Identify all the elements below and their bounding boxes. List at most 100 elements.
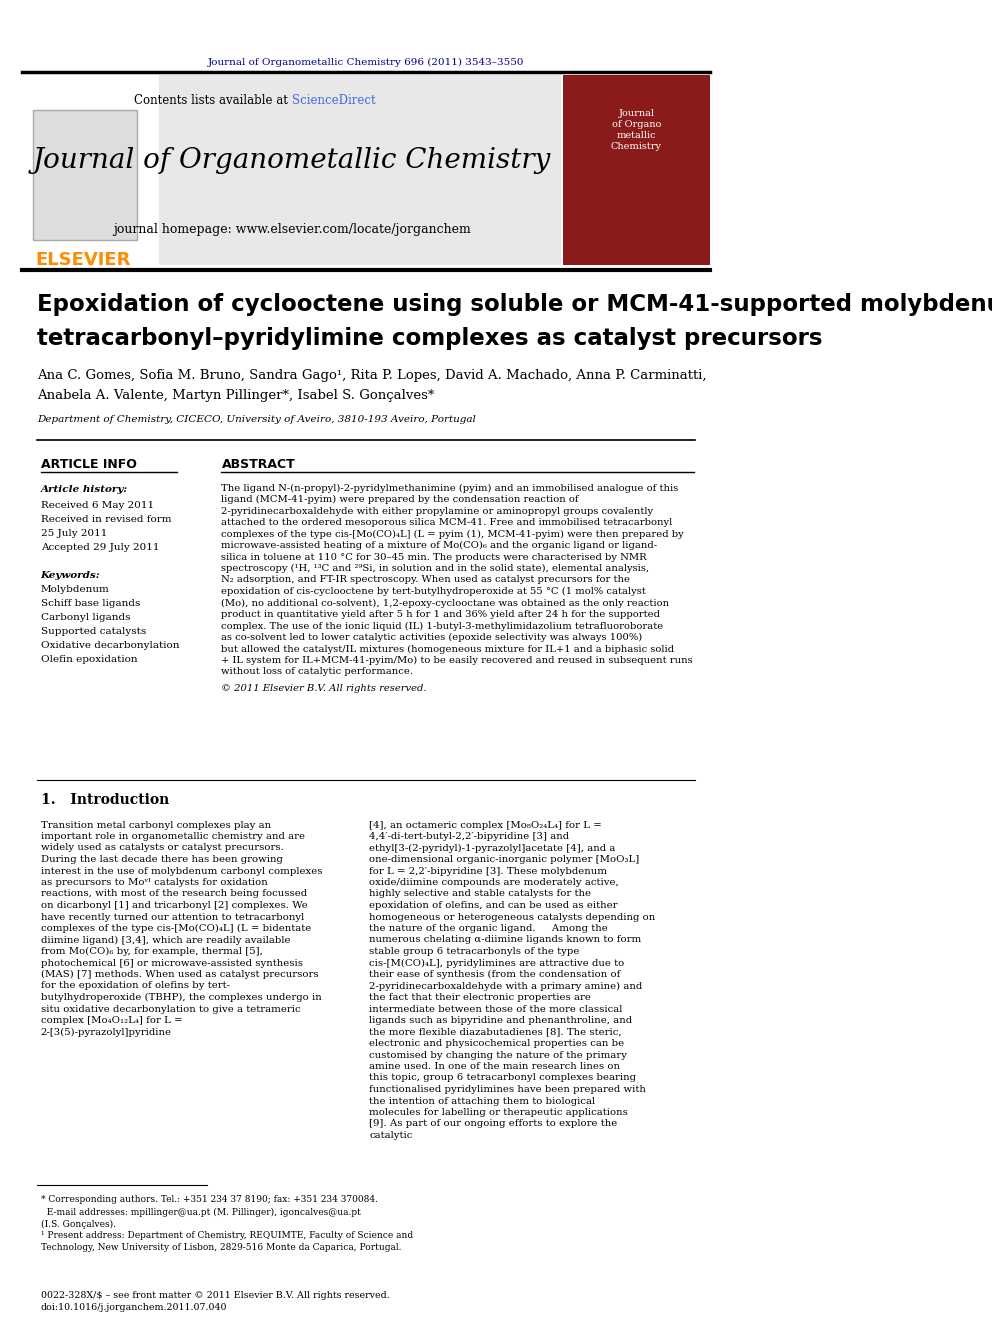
Text: (I.S. Gonçalves).: (I.S. Gonçalves). — [41, 1220, 116, 1229]
Text: as precursors to Moᵛᴵ catalysts for oxidation: as precursors to Moᵛᴵ catalysts for oxid… — [41, 878, 268, 886]
Text: ScienceDirect: ScienceDirect — [292, 94, 375, 106]
Text: Molybdenum: Molybdenum — [41, 586, 109, 594]
Text: ethyl[3-(2-pyridyl)-1-pyrazolyl]acetate [4], and a: ethyl[3-(2-pyridyl)-1-pyrazolyl]acetate … — [369, 844, 615, 852]
Text: Article history:: Article history: — [41, 486, 128, 495]
Text: 2-[3(5)-pyrazolyl]pyridine: 2-[3(5)-pyrazolyl]pyridine — [41, 1028, 172, 1036]
Text: Department of Chemistry, CICECO, University of Aveiro, 3810-193 Aveiro, Portugal: Department of Chemistry, CICECO, Univers… — [37, 415, 476, 425]
Text: 4,4′-di-tert-butyl-2,2′-bipyridine [3] and: 4,4′-di-tert-butyl-2,2′-bipyridine [3] a… — [369, 832, 569, 841]
Text: numerous chelating α-diimine ligands known to form: numerous chelating α-diimine ligands kno… — [369, 935, 642, 945]
Text: ARTICLE INFO: ARTICLE INFO — [41, 459, 137, 471]
Text: the intention of attaching them to biological: the intention of attaching them to biolo… — [369, 1097, 595, 1106]
Text: stable group 6 tetracarbonyls of the type: stable group 6 tetracarbonyls of the typ… — [369, 947, 579, 957]
Text: from Mo(CO)₆ by, for example, thermal [5],: from Mo(CO)₆ by, for example, thermal [5… — [41, 947, 263, 957]
Text: functionalised pyridylimines have been prepared with: functionalised pyridylimines have been p… — [369, 1085, 646, 1094]
Text: attached to the ordered mesoporous silica MCM-41. Free and immobilised tetracarb: attached to the ordered mesoporous silic… — [221, 519, 673, 527]
Text: (Mo), no additional co-solvent), 1,2-epoxy-cyclooctane was obtained as the only : (Mo), no additional co-solvent), 1,2-epo… — [221, 598, 670, 607]
Text: this topic, group 6 tetracarbonyl complexes bearing: this topic, group 6 tetracarbonyl comple… — [369, 1073, 636, 1082]
Text: butylhydroperoxide (TBHP), the complexes undergo in: butylhydroperoxide (TBHP), the complexes… — [41, 994, 321, 1002]
Text: Keywords:: Keywords: — [41, 570, 100, 579]
Text: highly selective and stable catalysts for the: highly selective and stable catalysts fo… — [369, 889, 591, 898]
Text: Anabela A. Valente, Martyn Pillinger*, Isabel S. Gonçalves*: Anabela A. Valente, Martyn Pillinger*, I… — [37, 389, 434, 401]
Text: the nature of the organic ligand.     Among the: the nature of the organic ligand. Among … — [369, 923, 608, 933]
Text: E-mail addresses: mpillinger@ua.pt (M. Pillinger), igoncalves@ua.pt: E-mail addresses: mpillinger@ua.pt (M. P… — [41, 1208, 360, 1217]
Text: the fact that their electronic properties are: the fact that their electronic propertie… — [369, 994, 591, 1002]
Text: for L = 2,2′-bipyridine [3]. These molybdenum: for L = 2,2′-bipyridine [3]. These molyb… — [369, 867, 607, 876]
Text: Received 6 May 2011: Received 6 May 2011 — [41, 500, 154, 509]
Text: Ana C. Gomes, Sofia M. Bruno, Sandra Gago¹, Rita P. Lopes, David A. Machado, Ann: Ana C. Gomes, Sofia M. Bruno, Sandra Gag… — [37, 369, 706, 381]
Text: amine used. In one of the main research lines on: amine used. In one of the main research … — [369, 1062, 620, 1072]
Text: but allowed the catalyst/IL mixtures (homogeneous mixture for IL+1 and a biphasi: but allowed the catalyst/IL mixtures (ho… — [221, 644, 675, 654]
Text: silica in toluene at 110 °C for 30–45 min. The products were characterised by NM: silica in toluene at 110 °C for 30–45 mi… — [221, 553, 647, 561]
Text: Carbonyl ligands: Carbonyl ligands — [41, 614, 130, 623]
Text: oxide/diimine compounds are moderately active,: oxide/diimine compounds are moderately a… — [369, 878, 619, 886]
Text: customised by changing the nature of the primary: customised by changing the nature of the… — [369, 1050, 627, 1060]
Text: Journal
of Organo
metallic
Chemistry: Journal of Organo metallic Chemistry — [611, 108, 662, 151]
Text: Oxidative decarbonylation: Oxidative decarbonylation — [41, 642, 180, 651]
Text: have recently turned our attention to tetracarbonyl: have recently turned our attention to te… — [41, 913, 304, 922]
Text: on dicarbonyl [1] and tricarbonyl [2] complexes. We: on dicarbonyl [1] and tricarbonyl [2] co… — [41, 901, 308, 910]
Text: 25 July 2011: 25 July 2011 — [41, 528, 107, 537]
Text: ¹ Present address: Department of Chemistry, REQUIMTE, Faculty of Science and: ¹ Present address: Department of Chemist… — [41, 1232, 413, 1241]
Text: 1.   Introduction: 1. Introduction — [41, 792, 169, 807]
Text: ligand (MCM-41-pyim) were prepared by the condensation reaction of: ligand (MCM-41-pyim) were prepared by th… — [221, 495, 579, 504]
Text: Epoxidation of cyclooctene using soluble or MCM-41-supported molybdenum: Epoxidation of cyclooctene using soluble… — [37, 294, 992, 316]
Text: + IL system for IL+MCM-41-pyim/Mo) to be easily recovered and reused in subseque: + IL system for IL+MCM-41-pyim/Mo) to be… — [221, 656, 693, 665]
Text: Olefin epoxidation: Olefin epoxidation — [41, 655, 137, 664]
Text: diimine ligand) [3,4], which are readily available: diimine ligand) [3,4], which are readily… — [41, 935, 290, 945]
Bar — [22, 75, 561, 265]
Text: situ oxidative decarbonylation to give a tetrameric: situ oxidative decarbonylation to give a… — [41, 1004, 301, 1013]
Text: 0022-328X/$ – see front matter © 2011 Elsevier B.V. All rights reserved.: 0022-328X/$ – see front matter © 2011 El… — [41, 1290, 389, 1299]
Text: doi:10.1016/j.jorganchem.2011.07.040: doi:10.1016/j.jorganchem.2011.07.040 — [41, 1303, 227, 1312]
Text: electronic and physicochemical properties can be: electronic and physicochemical propertie… — [369, 1039, 624, 1048]
Text: one-dimensional organic-inorganic polymer [MoO₃L]: one-dimensional organic-inorganic polyme… — [369, 855, 640, 864]
Text: [9]. As part of our ongoing efforts to explore the: [9]. As part of our ongoing efforts to e… — [369, 1119, 617, 1129]
Text: without loss of catalytic performance.: without loss of catalytic performance. — [221, 668, 414, 676]
Text: ABSTRACT: ABSTRACT — [221, 459, 296, 471]
Text: catalytic: catalytic — [369, 1131, 413, 1140]
Text: product in quantitative yield after 5 h for 1 and 36% yield after 24 h for the s: product in quantitative yield after 5 h … — [221, 610, 661, 619]
Text: journal homepage: www.elsevier.com/locate/jorganchem: journal homepage: www.elsevier.com/locat… — [113, 224, 470, 237]
Text: Schiff base ligands: Schiff base ligands — [41, 599, 140, 609]
Text: complex [Mo₄O₁₂L₄] for L =: complex [Mo₄O₁₂L₄] for L = — [41, 1016, 183, 1025]
Text: Technology, New University of Lisbon, 2829-516 Monte da Caparica, Portugal.: Technology, New University of Lisbon, 28… — [41, 1244, 401, 1253]
Text: epoxidation of cis-cyclooctene by tert-butylhydroperoxide at 55 °C (1 mol% catal: epoxidation of cis-cyclooctene by tert-b… — [221, 587, 646, 597]
Text: complexes of the type cis-[Mo(CO)₄L] (L = pyim (1), MCM-41-pyim) were then prepa: complexes of the type cis-[Mo(CO)₄L] (L … — [221, 529, 684, 538]
Text: epoxidation of olefins, and can be used as either: epoxidation of olefins, and can be used … — [369, 901, 618, 910]
Text: important role in organometallic chemistry and are: important role in organometallic chemist… — [41, 832, 305, 841]
Text: * Corresponding authors. Tel.: +351 234 37 8190; fax: +351 234 370084.: * Corresponding authors. Tel.: +351 234 … — [41, 1196, 378, 1204]
Text: molecules for labelling or therapeutic applications: molecules for labelling or therapeutic a… — [369, 1107, 628, 1117]
Text: (MAS) [7] methods. When used as catalyst precursors: (MAS) [7] methods. When used as catalyst… — [41, 970, 318, 979]
Text: intermediate between those of the more classical: intermediate between those of the more c… — [369, 1004, 622, 1013]
Bar — [562, 75, 710, 265]
Text: Transition metal carbonyl complexes play an: Transition metal carbonyl complexes play… — [41, 820, 271, 830]
Text: Received in revised form: Received in revised form — [41, 516, 171, 524]
Text: photochemical [6] or microwave-assisted synthesis: photochemical [6] or microwave-assisted … — [41, 958, 303, 967]
Text: The ligand N-(n-propyl)-2-pyridylmethanimine (pyim) and an immobilised analogue : The ligand N-(n-propyl)-2-pyridylmethani… — [221, 483, 679, 492]
Text: Contents lists available at: Contents lists available at — [134, 94, 292, 106]
Text: Journal of Organometallic Chemistry 696 (2011) 3543–3550: Journal of Organometallic Chemistry 696 … — [208, 57, 525, 66]
Text: microwave-assisted heating of a mixture of Mo(CO)₆ and the organic ligand or lig: microwave-assisted heating of a mixture … — [221, 541, 658, 550]
Text: ligands such as bipyridine and phenanthroline, and: ligands such as bipyridine and phenanthr… — [369, 1016, 632, 1025]
Text: tetracarbonyl–pyridylimine complexes as catalyst precursors: tetracarbonyl–pyridylimine complexes as … — [37, 327, 822, 349]
Text: interest in the use of molybdenum carbonyl complexes: interest in the use of molybdenum carbon… — [41, 867, 322, 876]
Text: as co-solvent led to lower catalytic activities (epoxide selectivity was always : as co-solvent led to lower catalytic act… — [221, 632, 643, 642]
Text: reactions, with most of the research being focussed: reactions, with most of the research bei… — [41, 889, 307, 898]
Text: N₂ adsorption, and FT-IR spectroscopy. When used as catalyst precursors for the: N₂ adsorption, and FT-IR spectroscopy. W… — [221, 576, 631, 585]
Text: spectroscopy (¹H, ¹³C and ²⁹Si, in solution and in the solid state), elemental a: spectroscopy (¹H, ¹³C and ²⁹Si, in solut… — [221, 564, 650, 573]
Bar — [22, 75, 159, 265]
Text: 2-pyridinecarboxaldehyde with either propylamine or aminopropyl groups covalentl: 2-pyridinecarboxaldehyde with either pro… — [221, 507, 654, 516]
Text: Accepted 29 July 2011: Accepted 29 July 2011 — [41, 542, 159, 552]
Text: ELSEVIER: ELSEVIER — [35, 251, 130, 269]
Text: cis-[M(CO)₄L], pyridylimines are attractive due to: cis-[M(CO)₄L], pyridylimines are attract… — [369, 958, 624, 967]
Text: the more flexible diazabutadienes [8]. The steric,: the more flexible diazabutadienes [8]. T… — [369, 1028, 622, 1036]
Text: 2-pyridinecarboxaldehyde with a primary amine) and: 2-pyridinecarboxaldehyde with a primary … — [369, 982, 643, 991]
Text: Journal of Organometallic Chemistry: Journal of Organometallic Chemistry — [33, 147, 551, 173]
Text: for the epoxidation of olefins by tert-: for the epoxidation of olefins by tert- — [41, 982, 229, 991]
Text: complexes of the type cis-[Mo(CO)₄L] (L = bidentate: complexes of the type cis-[Mo(CO)₄L] (L … — [41, 923, 310, 933]
Text: [4], an octameric complex [Mo₈O₂₄L₄] for L =: [4], an octameric complex [Mo₈O₂₄L₄] for… — [369, 820, 602, 830]
Text: Supported catalysts: Supported catalysts — [41, 627, 146, 636]
Text: their ease of synthesis (from the condensation of: their ease of synthesis (from the conden… — [369, 970, 620, 979]
Text: homogeneous or heterogeneous catalysts depending on: homogeneous or heterogeneous catalysts d… — [369, 913, 656, 922]
Text: complex. The use of the ionic liquid (IL) 1-butyl-3-methylimidazolium tetrafluor: complex. The use of the ionic liquid (IL… — [221, 622, 664, 631]
Text: widely used as catalysts or catalyst precursors.: widely used as catalysts or catalyst pre… — [41, 844, 284, 852]
